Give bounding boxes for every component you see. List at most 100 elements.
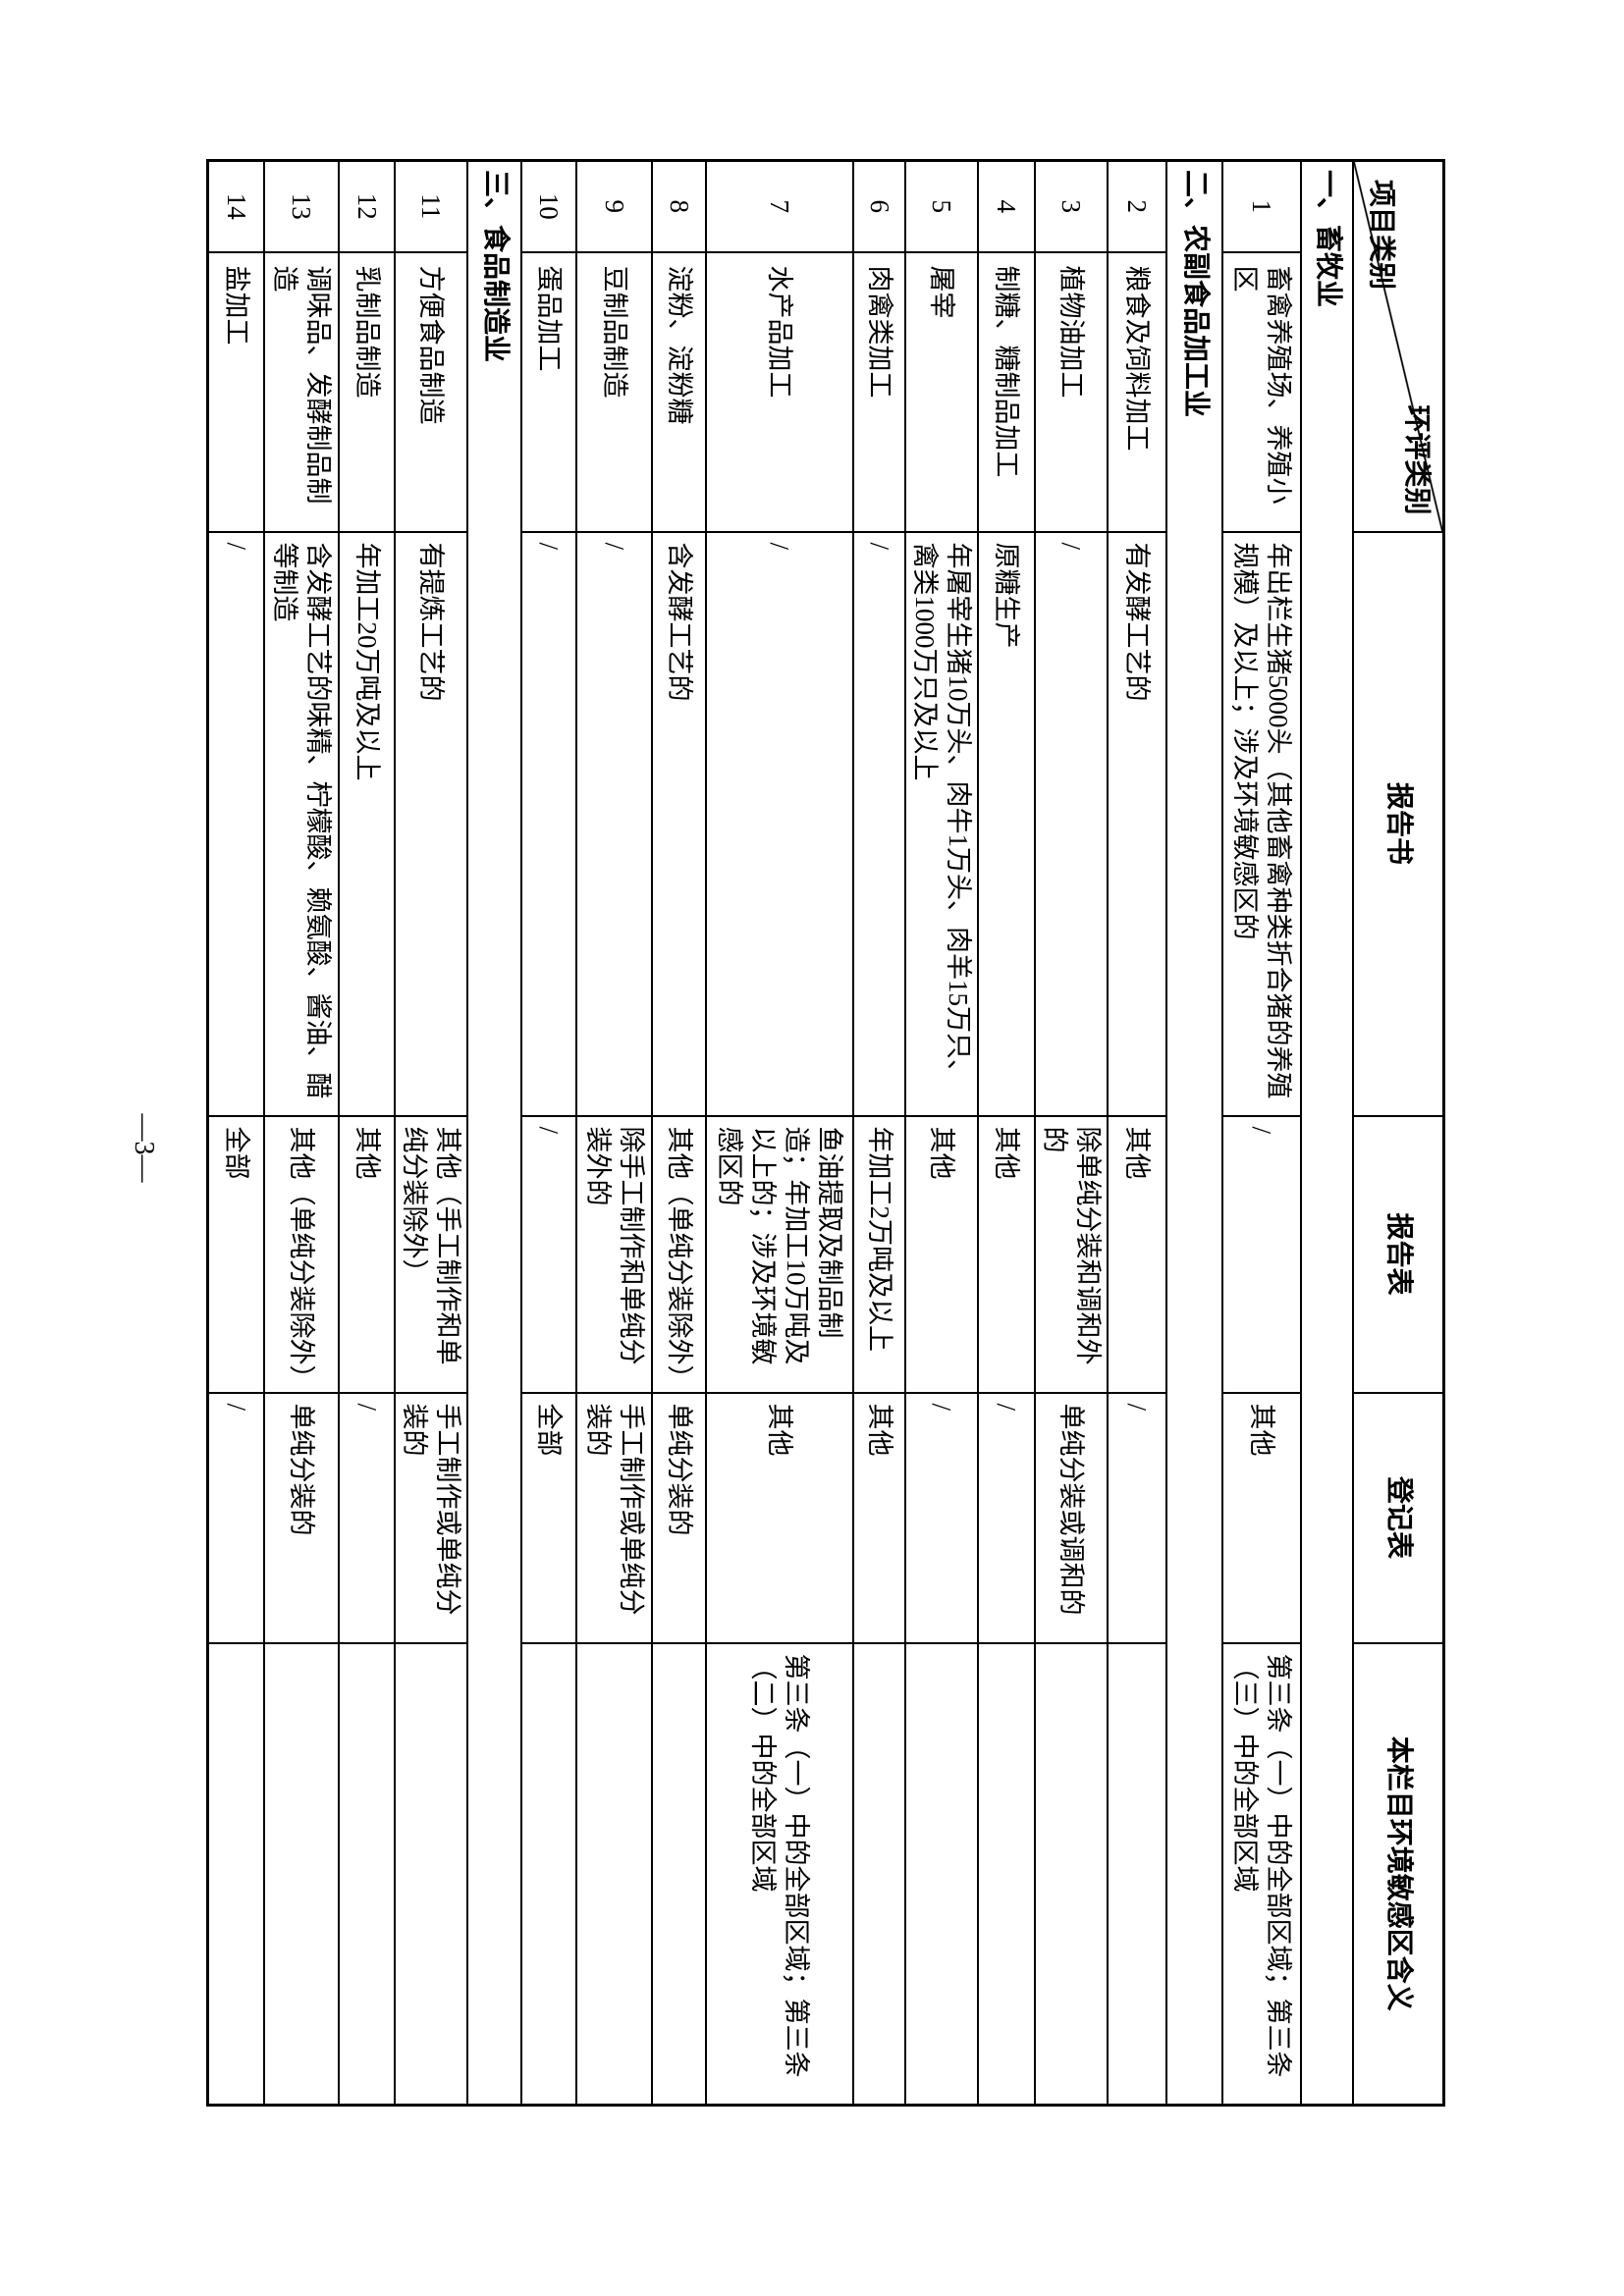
diagonal-header-cell: 环评类别 项目类别 [1353, 160, 1444, 532]
registration-form-cell: / [1108, 1392, 1167, 1643]
table-row: 12 乳制品制造 年加工20万吨及以上 其他 / [339, 160, 396, 2106]
report-book-cell: / [207, 531, 265, 1116]
table-row: 8 淀粉、淀粉糖 含发酵工艺的 其他（单纯分装除外） 单纯分装的 [652, 160, 707, 2106]
sensitive-meaning-cell: 第三条（一）中的全部区域；第三条（二）中的全部区域 [706, 1642, 854, 2106]
registration-form-cell: 全部 [521, 1392, 577, 1643]
header-registration-form: 登记表 [1353, 1392, 1444, 1643]
header-eia-category: 环评类别 [1401, 404, 1432, 515]
registration-form-cell: / [978, 1392, 1036, 1643]
sensitive-meaning-cell [978, 1642, 1036, 2106]
header-project-category: 项目类别 [1366, 180, 1397, 291]
sensitive-meaning-cell [264, 1642, 340, 2106]
report-book-cell: / [521, 531, 577, 1116]
row-number: 6 [853, 160, 906, 252]
report-form-cell: 鱼油提取及制品制造；年加工10万吨及以上的；涉及环境敏感区的 [706, 1115, 854, 1393]
project-name: 盐加工 [207, 251, 265, 532]
row-number: 1 [1222, 160, 1302, 252]
row-number: 8 [652, 160, 707, 252]
report-book-cell: 年屠宰生猪10万头、肉牛1万头、肉羊15万只、禽类1000万只及以上 [905, 531, 979, 1116]
table-row: 9 豆制品制造 / 除手工制作和单纯分装外的 手工制作或单纯分装的 [576, 160, 653, 2106]
registration-form-cell: 单纯分装的 [264, 1392, 340, 1643]
section-label: 三、食品制造业 [467, 160, 522, 2106]
sensitive-meaning-cell [339, 1642, 396, 2106]
page-number: —3— [129, 1113, 159, 1183]
sensitive-meaning-cell: 第三条（一）中的全部区域；第三条（三）中的全部区域 [1222, 1642, 1302, 2106]
sensitive-meaning-cell [207, 1642, 265, 2106]
section-row: 三、食品制造业 [467, 160, 522, 2106]
section-label: 二、农副食品加工业 [1166, 160, 1223, 2106]
sensitive-meaning-cell [1035, 1642, 1109, 2106]
report-form-cell: 其他 [978, 1115, 1036, 1393]
report-form-cell: 其他 [339, 1115, 396, 1393]
row-number: 2 [1108, 160, 1167, 252]
section-row: 一、畜牧业 [1301, 160, 1354, 2106]
registration-form-cell: 单纯分装的 [652, 1392, 707, 1643]
table-row: 4 制糖、糖制品加工 原糖生产 其他 / [978, 160, 1036, 2106]
row-number: 13 [264, 160, 340, 252]
report-form-cell: 其他（单纯分装除外） [652, 1115, 707, 1393]
table-row: 5 屠宰 年屠宰生猪10万头、肉牛1万头、肉羊15万只、禽类1000万只及以上 … [905, 160, 979, 2106]
sensitive-meaning-cell [652, 1642, 707, 2106]
report-book-cell: / [853, 531, 906, 1116]
sensitive-meaning-cell [576, 1642, 653, 2106]
project-name: 畜禽养殖场、养殖小区 [1222, 251, 1302, 532]
row-number: 4 [978, 160, 1036, 252]
section-label: 一、畜牧业 [1301, 160, 1354, 2106]
sensitive-meaning-cell [395, 1642, 468, 2106]
report-book-cell: 有提炼工艺的 [395, 531, 468, 1116]
report-book-cell: 含发酵工艺的味精、柠檬酸、赖氨酸、酱油、醋等制造 [264, 531, 340, 1116]
table-row: 14 盐加工 / 全部 / [207, 160, 265, 2106]
report-book-cell: / [1035, 531, 1109, 1116]
project-name: 调味品、发酵制品制造 [264, 251, 340, 532]
table-row: 10 蛋品加工 / / 全部 [521, 160, 577, 2106]
project-name: 蛋品加工 [521, 251, 577, 532]
row-number: 11 [395, 160, 468, 252]
project-name: 植物油加工 [1035, 251, 1109, 532]
row-number: 10 [521, 160, 577, 252]
report-form-cell: 除手工制作和单纯分装外的 [576, 1115, 653, 1393]
table-row: 2 粮食及饲料加工 有发酵工艺的 其他 / [1108, 160, 1167, 2106]
project-name: 方便食品制造 [395, 251, 468, 532]
row-number: 9 [576, 160, 653, 252]
table-row: 7 水产品加工 / 鱼油提取及制品制造；年加工10万吨及以上的；涉及环境敏感区的… [706, 160, 854, 2106]
project-name: 淀粉、淀粉糖 [652, 251, 707, 532]
header-sensitive-meaning: 本栏目环境敏感区含义 [1353, 1642, 1444, 2106]
registration-form-cell: / [207, 1392, 265, 1643]
project-name: 肉禽类加工 [853, 251, 906, 532]
table-row: 13 调味品、发酵制品制造 含发酵工艺的味精、柠檬酸、赖氨酸、酱油、醋等制造 其… [264, 160, 340, 2106]
registration-form-cell: / [339, 1392, 396, 1643]
report-form-cell: / [1222, 1115, 1302, 1393]
project-name: 水产品加工 [706, 251, 854, 532]
row-number: 12 [339, 160, 396, 252]
row-number: 7 [706, 160, 854, 252]
registration-form-cell: 其他 [1222, 1392, 1302, 1643]
report-form-cell: 其他（手工制作和单纯分装除外） [395, 1115, 468, 1393]
report-book-cell: / [706, 531, 854, 1116]
project-name: 粮食及饲料加工 [1108, 251, 1167, 532]
row-number: 14 [207, 160, 265, 252]
registration-form-cell: 其他 [853, 1392, 906, 1643]
report-book-cell: 年出栏生猪5000头（其他畜禽种类折合猪的养殖规模）及以上；涉及环境敏感区的 [1222, 531, 1302, 1116]
report-book-cell: 原糖生产 [978, 531, 1036, 1116]
row-number: 3 [1035, 160, 1109, 252]
project-name: 豆制品制造 [576, 251, 653, 532]
registration-form-cell: 其他 [706, 1392, 854, 1643]
registration-form-cell: 手工制作或单纯分装的 [576, 1392, 653, 1643]
sensitive-meaning-cell [1108, 1642, 1167, 2106]
header-report-form: 报告表 [1353, 1115, 1444, 1393]
sensitive-meaning-cell [905, 1642, 979, 2106]
report-form-cell: / [521, 1115, 577, 1393]
table-row: 11 方便食品制造 有提炼工艺的 其他（手工制作和单纯分装除外） 手工制作或单纯… [395, 160, 468, 2106]
report-book-cell: / [576, 531, 653, 1116]
section-row: 二、农副食品加工业 [1166, 160, 1223, 2106]
report-form-cell: 其他 [1108, 1115, 1167, 1393]
table-row: 6 肉禽类加工 / 年加工2万吨及以上 其他 [853, 160, 906, 2106]
report-form-cell: 除单纯分装和调和外的 [1035, 1115, 1109, 1393]
report-form-cell: 其他 [905, 1115, 979, 1393]
report-form-cell: 全部 [207, 1115, 265, 1393]
registration-form-cell: 单纯分装或调和的 [1035, 1392, 1109, 1643]
project-name: 屠宰 [905, 251, 979, 532]
project-name: 乳制品制造 [339, 251, 396, 532]
